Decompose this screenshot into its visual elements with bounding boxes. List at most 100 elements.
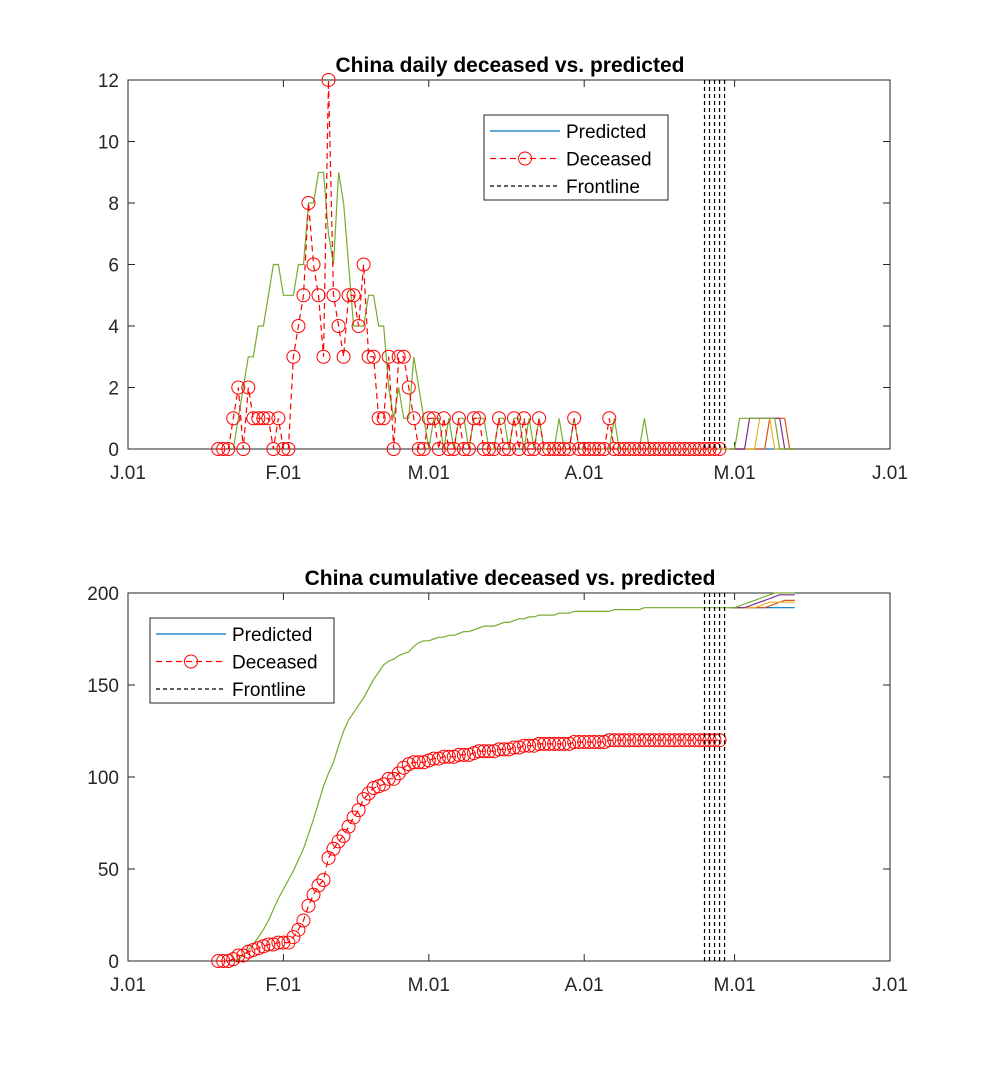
deceased-marker (356, 257, 371, 272)
deceased-marker (341, 288, 356, 303)
deceased-marker (642, 442, 657, 456)
x-tick-label: J.01 (110, 463, 146, 484)
deceased-marker (637, 442, 652, 456)
deceased-marker (446, 442, 461, 456)
forecast-line-2 (729, 594, 795, 609)
deceased-marker (657, 442, 672, 456)
deceased-marker (441, 749, 456, 764)
deceased-marker (271, 411, 286, 426)
deceased-marker (366, 349, 381, 364)
deceased-marker (707, 442, 722, 456)
deceased-marker (421, 411, 436, 426)
deceased-marker (386, 442, 401, 456)
deceased-marker (306, 257, 321, 272)
deceased-marker (416, 442, 431, 456)
deceased-marker (537, 442, 552, 456)
deceased-marker (326, 288, 341, 303)
deceased-marker (507, 411, 522, 426)
deceased-marker (657, 733, 672, 748)
deceased-marker (291, 319, 306, 333)
deceased-marker (316, 349, 331, 364)
deceased-marker (471, 411, 486, 426)
legend-marker (518, 151, 532, 166)
deceased-marker (522, 738, 537, 753)
y-tick-label: 4 (108, 317, 119, 338)
deceased-marker (331, 319, 346, 333)
deceased-marker (346, 810, 361, 825)
deceased-marker (542, 442, 557, 456)
deceased-marker (672, 442, 687, 456)
deceased-marker (221, 442, 236, 456)
legend-label: Predicted (566, 122, 646, 143)
deceased-marker (476, 744, 491, 759)
deceased-marker (326, 841, 341, 856)
deceased-marker (226, 952, 241, 967)
deceased-marker (562, 442, 577, 456)
deceased-marker (677, 442, 692, 456)
deceased-marker (346, 288, 361, 303)
deceased-marker (692, 733, 707, 748)
y-tick-label: 0 (108, 440, 119, 461)
deceased-marker (517, 738, 532, 753)
deceased-marker (476, 442, 491, 456)
deceased-marker (406, 755, 421, 770)
y-tick-label: 8 (108, 194, 119, 215)
deceased-marker (461, 442, 476, 456)
y-tick-label: 150 (87, 676, 119, 697)
chart-title: China cumulative deceased vs. predicted (305, 567, 716, 590)
deceased-marker (396, 349, 411, 364)
deceased-marker (552, 736, 567, 751)
deceased-marker (361, 786, 376, 801)
deceased-marker (386, 771, 401, 786)
y-tick-label: 50 (98, 860, 119, 881)
deceased-marker (261, 937, 276, 952)
legend-label: Predicted (232, 625, 312, 646)
deceased-marker (682, 442, 697, 456)
deceased-marker (627, 442, 642, 456)
deceased-marker (567, 411, 582, 426)
deceased-marker (507, 740, 522, 755)
x-tick-label: A.01 (565, 463, 604, 484)
deceased-marker (391, 766, 406, 781)
deceased-marker (612, 733, 627, 748)
deceased-marker (572, 442, 587, 456)
x-tick-label: J.01 (872, 975, 908, 996)
deceased-marker (557, 442, 572, 456)
legend-label: Frontline (566, 177, 640, 198)
deceased-marker (311, 878, 326, 893)
deceased-marker (426, 751, 441, 766)
deceased-marker (411, 442, 426, 456)
deceased-marker (241, 380, 256, 395)
deceased-marker (281, 442, 296, 456)
deceased-marker (331, 834, 346, 849)
deceased-marker (662, 733, 677, 748)
x-tick-label: F.01 (265, 975, 301, 996)
legend-label: Deceased (566, 150, 652, 171)
deceased-marker (491, 411, 506, 426)
deceased-marker (607, 442, 622, 456)
deceased-marker (542, 736, 557, 751)
deceased-marker (231, 380, 246, 395)
x-tick-label: M.01 (713, 463, 755, 484)
deceased-marker (351, 319, 366, 333)
deceased-marker (336, 349, 351, 364)
deceased-marker (361, 349, 376, 364)
deceased-marker (592, 442, 607, 456)
deceased-marker (547, 736, 562, 751)
deceased-marker (496, 442, 511, 456)
deceased-marker (557, 736, 572, 751)
deceased-marker (486, 442, 501, 456)
deceased-marker (512, 442, 527, 456)
deceased-marker (532, 736, 547, 751)
deceased-marker (672, 733, 687, 748)
deceased-marker (271, 935, 286, 950)
deceased-marker (607, 733, 622, 748)
deceased-marker (231, 948, 246, 963)
x-tick-label: J.01 (872, 463, 908, 484)
deceased-marker (481, 442, 496, 456)
deceased-marker (522, 442, 537, 456)
legend-label: Deceased (232, 653, 318, 674)
deceased-marker (587, 442, 602, 456)
y-tick-label: 12 (98, 71, 119, 92)
